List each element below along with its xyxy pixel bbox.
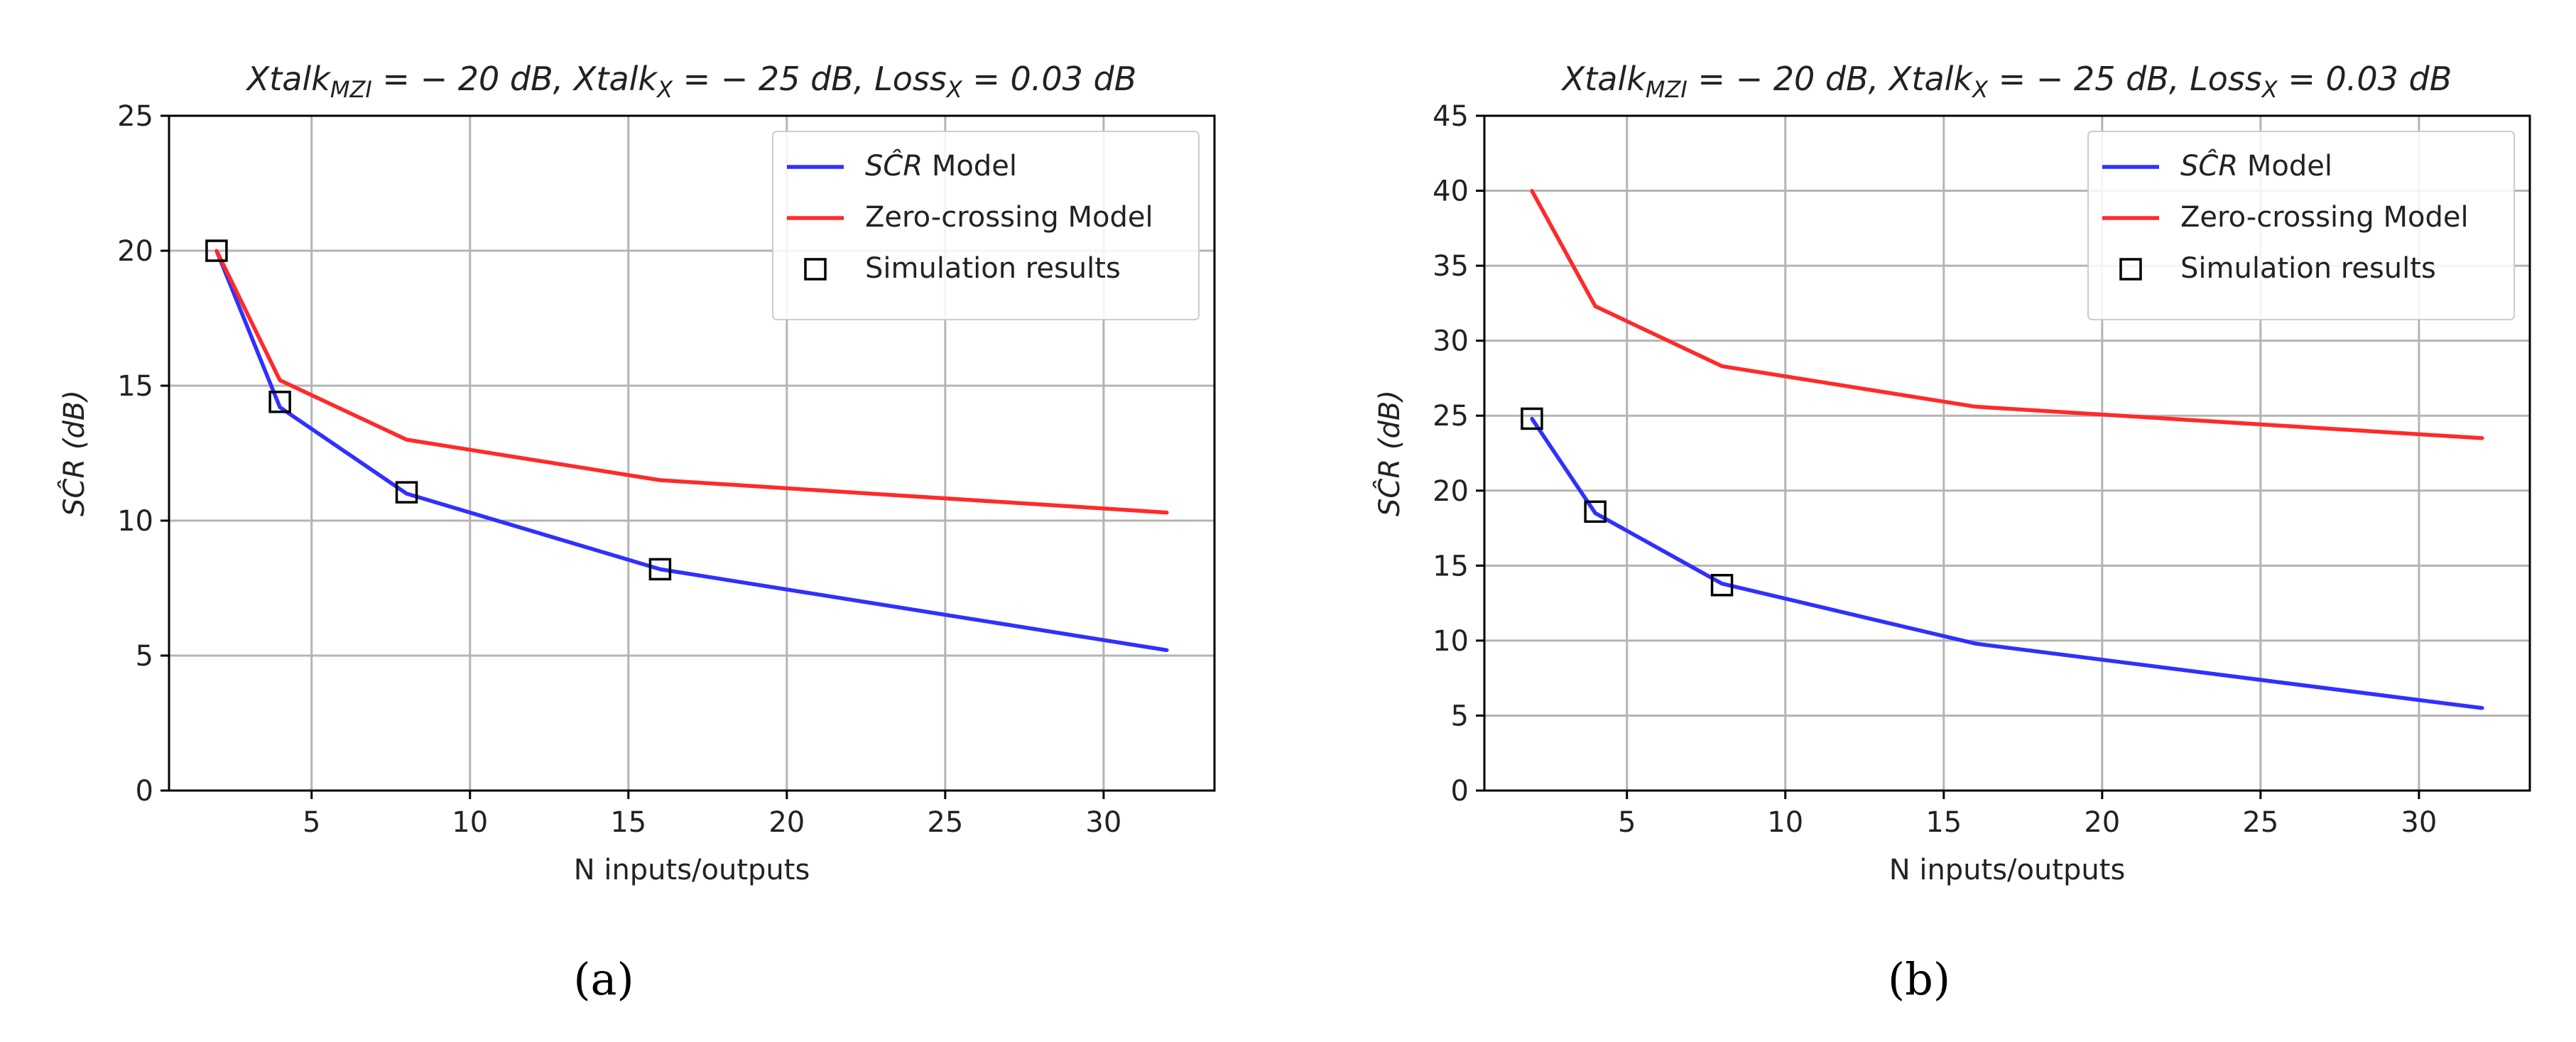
y-tick-label: 20 xyxy=(1433,475,1469,508)
y-axis-label: SĈR (dB) xyxy=(57,390,91,516)
legend-frame xyxy=(2087,131,2515,320)
series-simulation-results xyxy=(205,239,672,581)
legend-label: Zero-crossing Model xyxy=(2180,201,2469,234)
y-tick-label: 30 xyxy=(1433,325,1469,358)
simulation-marker xyxy=(205,239,228,262)
data-point xyxy=(214,249,219,253)
data-point xyxy=(1165,511,1169,515)
figure-caption: (a) xyxy=(573,953,634,1005)
legend-label: Simulation results xyxy=(2180,252,2436,285)
chart-panel-a: 5 10 15 20 25 30 0 5 10 15 20 25 N inputs/outputs SĈR… xyxy=(57,60,1216,886)
y-tick-label: 15 xyxy=(117,370,153,403)
x-axis-label: N inputs/outputs xyxy=(574,854,810,886)
x-tick-label: 15 xyxy=(610,806,646,839)
legend-marker-swatch xyxy=(2119,258,2142,281)
y-tick-label: 10 xyxy=(1433,625,1469,658)
chart-title: XtalkMZI = − 20 dB, XtalkX = − 25 dB, Lo… xyxy=(246,60,1137,103)
x-tick-label: 30 xyxy=(1085,806,1121,839)
legend: SĈR Model Zero-crossing Model Simulation r… xyxy=(2087,131,2515,320)
x-axis-label: N inputs/outputs xyxy=(1889,854,2126,886)
y-tick-label: 35 xyxy=(1433,250,1469,283)
plot-frame xyxy=(1483,114,2531,792)
x-tick-label: 15 xyxy=(1925,806,1962,839)
data-point xyxy=(1530,189,1534,193)
simulation-marker xyxy=(648,558,672,581)
x-tick-label: 20 xyxy=(2084,806,2120,839)
chart-panel-b: 5 10 15 20 25 30 0 5 10 15 20 25 30 35 40 45 N inputs/ou… xyxy=(1372,60,2531,886)
x-tick-label: 20 xyxy=(768,806,805,839)
data-point xyxy=(278,378,282,382)
simulation-marker xyxy=(1584,500,1607,523)
simulation-marker xyxy=(1710,574,1734,597)
y-tick-label: 45 xyxy=(1433,100,1469,133)
legend-frame xyxy=(772,131,1200,320)
data-point xyxy=(658,478,662,482)
x-tick-label: 25 xyxy=(927,806,963,839)
data-point xyxy=(1530,416,1534,420)
y-tick-label: 0 xyxy=(136,775,153,808)
y-tick-label: 25 xyxy=(117,100,153,133)
x-tick-label: 30 xyxy=(2401,806,2437,839)
series-s-r-model xyxy=(1530,416,2484,710)
figure-caption: (b) xyxy=(1888,953,1950,1005)
plot-frame xyxy=(168,114,1216,792)
data-point xyxy=(1973,641,1977,646)
y-tick-label: 10 xyxy=(117,505,153,538)
data-point xyxy=(1593,304,1597,308)
data-point xyxy=(1593,511,1597,515)
data-point xyxy=(1720,582,1724,586)
legend-label: Zero-crossing Model xyxy=(865,201,1153,234)
x-tick-label: 5 xyxy=(303,806,320,839)
simulation-marker xyxy=(268,391,291,413)
legend-marker-swatch xyxy=(804,258,827,281)
data-point xyxy=(2480,436,2484,440)
x-tick-label: 5 xyxy=(1618,806,1636,839)
legend-label: Simulation results xyxy=(865,252,1121,285)
data-point xyxy=(405,438,409,442)
x-tick-label: 25 xyxy=(2242,806,2278,839)
legend: SĈR Model Zero-crossing Model Simulation r… xyxy=(772,131,1200,320)
data-point xyxy=(278,405,282,409)
y-tick-label: 40 xyxy=(1433,175,1469,208)
y-tick-label: 20 xyxy=(117,235,153,268)
x-tick-label: 10 xyxy=(452,806,488,839)
legend-label: SĈR Model xyxy=(2180,148,2332,183)
y-axis-label: SĈR (dB) xyxy=(1372,390,1406,516)
simulation-marker xyxy=(1521,407,1543,430)
series-zero-crossing-model xyxy=(1530,189,2484,440)
y-tick-label: 5 xyxy=(1451,700,1469,732)
legend-label: SĈR Model xyxy=(865,148,1017,183)
chart-title: XtalkMZI = − 20 dB, XtalkX = − 25 dB, Lo… xyxy=(1561,60,2452,103)
series-simulation-results xyxy=(1521,407,1734,597)
data-point xyxy=(1165,648,1169,652)
y-tick-label: 5 xyxy=(136,640,153,673)
data-point xyxy=(405,492,409,496)
series-zero-crossing-model xyxy=(214,249,1169,515)
simulation-marker xyxy=(395,481,418,504)
x-tick-label: 10 xyxy=(1767,806,1803,839)
y-tick-label: 25 xyxy=(1433,400,1469,433)
y-tick-label: 0 xyxy=(1451,775,1469,808)
data-point xyxy=(658,567,662,571)
y-tick-label: 15 xyxy=(1433,550,1469,582)
data-point xyxy=(1720,364,1724,369)
data-point xyxy=(2480,706,2484,710)
series-line xyxy=(1530,417,2483,710)
data-point xyxy=(1973,405,1977,409)
